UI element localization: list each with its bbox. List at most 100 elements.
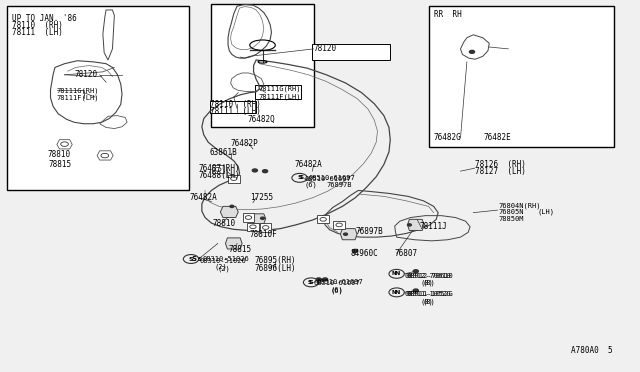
Polygon shape [340,229,357,240]
Text: UP TO JAN. '86: UP TO JAN. '86 [12,14,77,23]
Text: 76482P: 76482P [230,139,259,148]
FancyBboxPatch shape [7,6,189,190]
Text: N: N [391,290,396,295]
Text: 63861B: 63861B [209,148,237,157]
Text: 08510-61697: 08510-61697 [316,279,363,285]
Text: (6): (6) [330,287,343,294]
Circle shape [408,224,412,226]
Text: 78111F(LH): 78111F(LH) [57,94,99,101]
Text: 76482A: 76482A [294,160,322,169]
Text: 78111  (LH): 78111 (LH) [12,29,63,38]
Text: 78815: 78815 [49,160,72,169]
Text: 08911-1052G: 08911-1052G [405,291,452,297]
Text: S: S [297,175,302,180]
Text: 78110  (RH): 78110 (RH) [12,21,63,30]
Text: 08510-61697: 08510-61697 [314,280,360,286]
Text: 76897B: 76897B [356,227,383,236]
Polygon shape [408,219,424,231]
Text: 76487(RH): 76487(RH) [198,164,240,173]
Text: (6): (6) [330,286,343,293]
Text: S: S [198,257,202,262]
Text: 08310-51026: 08310-51026 [202,256,249,262]
Circle shape [230,205,234,208]
Text: 78111J: 78111J [420,222,447,231]
FancyBboxPatch shape [212,165,223,173]
Text: S: S [192,256,196,262]
Text: 84960C: 84960C [351,249,378,258]
Circle shape [316,278,321,281]
Text: 08912-70610: 08912-70610 [405,273,452,279]
Text: S: S [189,257,193,262]
Circle shape [469,50,474,53]
Text: S: S [300,175,304,180]
Text: 78120: 78120 [74,70,97,79]
Circle shape [413,289,419,292]
Text: 78810F: 78810F [250,230,278,239]
Text: 78126  (RH): 78126 (RH) [474,160,525,169]
Text: 08510-61697: 08510-61697 [308,175,355,181]
Text: (LH): (LH) [537,209,554,215]
Text: 76896(LH): 76896(LH) [254,264,296,273]
Text: 08510-61697: 08510-61697 [305,176,351,182]
Text: 76488(LH): 76488(LH) [198,171,240,180]
Text: 76482G: 76482G [434,133,461,142]
FancyBboxPatch shape [260,224,271,232]
Circle shape [413,270,419,273]
Text: (8): (8) [420,280,433,286]
Text: 76805N: 76805N [499,209,524,215]
Text: 08911-1052G: 08911-1052G [407,291,454,297]
FancyBboxPatch shape [243,214,254,222]
Text: 78111F(LH): 78111F(LH) [258,93,301,100]
Text: 76807: 76807 [394,249,417,258]
Text: N: N [394,290,399,295]
Text: 76482Q: 76482Q [248,115,275,124]
Text: N: N [391,271,396,276]
Polygon shape [220,206,238,218]
Text: (2): (2) [214,263,227,270]
Text: 78120: 78120 [314,44,337,53]
Text: 78111G(RH): 78111G(RH) [258,86,301,92]
Circle shape [323,278,328,281]
Polygon shape [225,238,242,249]
FancyBboxPatch shape [247,223,259,231]
Polygon shape [251,214,266,224]
Circle shape [344,233,348,235]
Text: 76895(RH): 76895(RH) [254,256,296,265]
Circle shape [353,249,358,252]
Text: A780A0  5: A780A0 5 [571,346,612,355]
Text: 76804N(RH): 76804N(RH) [499,202,541,209]
Text: 78127  (LH): 78127 (LH) [474,167,525,176]
FancyBboxPatch shape [211,4,314,127]
FancyBboxPatch shape [210,101,256,113]
Circle shape [252,169,257,172]
Text: 78111  (LH): 78111 (LH) [209,108,260,116]
Text: 08912-70610: 08912-70610 [407,273,454,279]
Text: (8): (8) [422,280,435,286]
Text: 08310-51026: 08310-51026 [200,258,246,264]
Text: (2): (2) [218,265,230,272]
Text: 76897B: 76897B [326,182,352,188]
Text: (6): (6) [305,182,317,188]
Text: 78815: 78815 [228,245,252,254]
FancyBboxPatch shape [255,85,301,99]
FancyBboxPatch shape [317,215,329,224]
Text: RR  RH: RR RH [434,10,461,19]
Text: 78110  (RH): 78110 (RH) [209,100,260,109]
Text: S: S [308,280,312,285]
FancyBboxPatch shape [429,6,614,147]
Text: 78850M: 78850M [499,216,524,222]
Text: 78810: 78810 [47,150,70,159]
Circle shape [262,170,268,173]
Text: 78111G(RH): 78111G(RH) [57,87,99,94]
Text: (8): (8) [422,298,435,305]
Text: 78810: 78810 [212,219,236,228]
FancyBboxPatch shape [228,174,239,183]
Text: (8): (8) [420,298,433,305]
Text: 76482A: 76482A [189,193,217,202]
Text: 17255: 17255 [250,193,273,202]
FancyBboxPatch shape [333,221,345,229]
Circle shape [260,217,264,219]
FancyBboxPatch shape [312,44,390,60]
Text: 76482E: 76482E [483,133,511,142]
Text: N: N [394,271,399,276]
